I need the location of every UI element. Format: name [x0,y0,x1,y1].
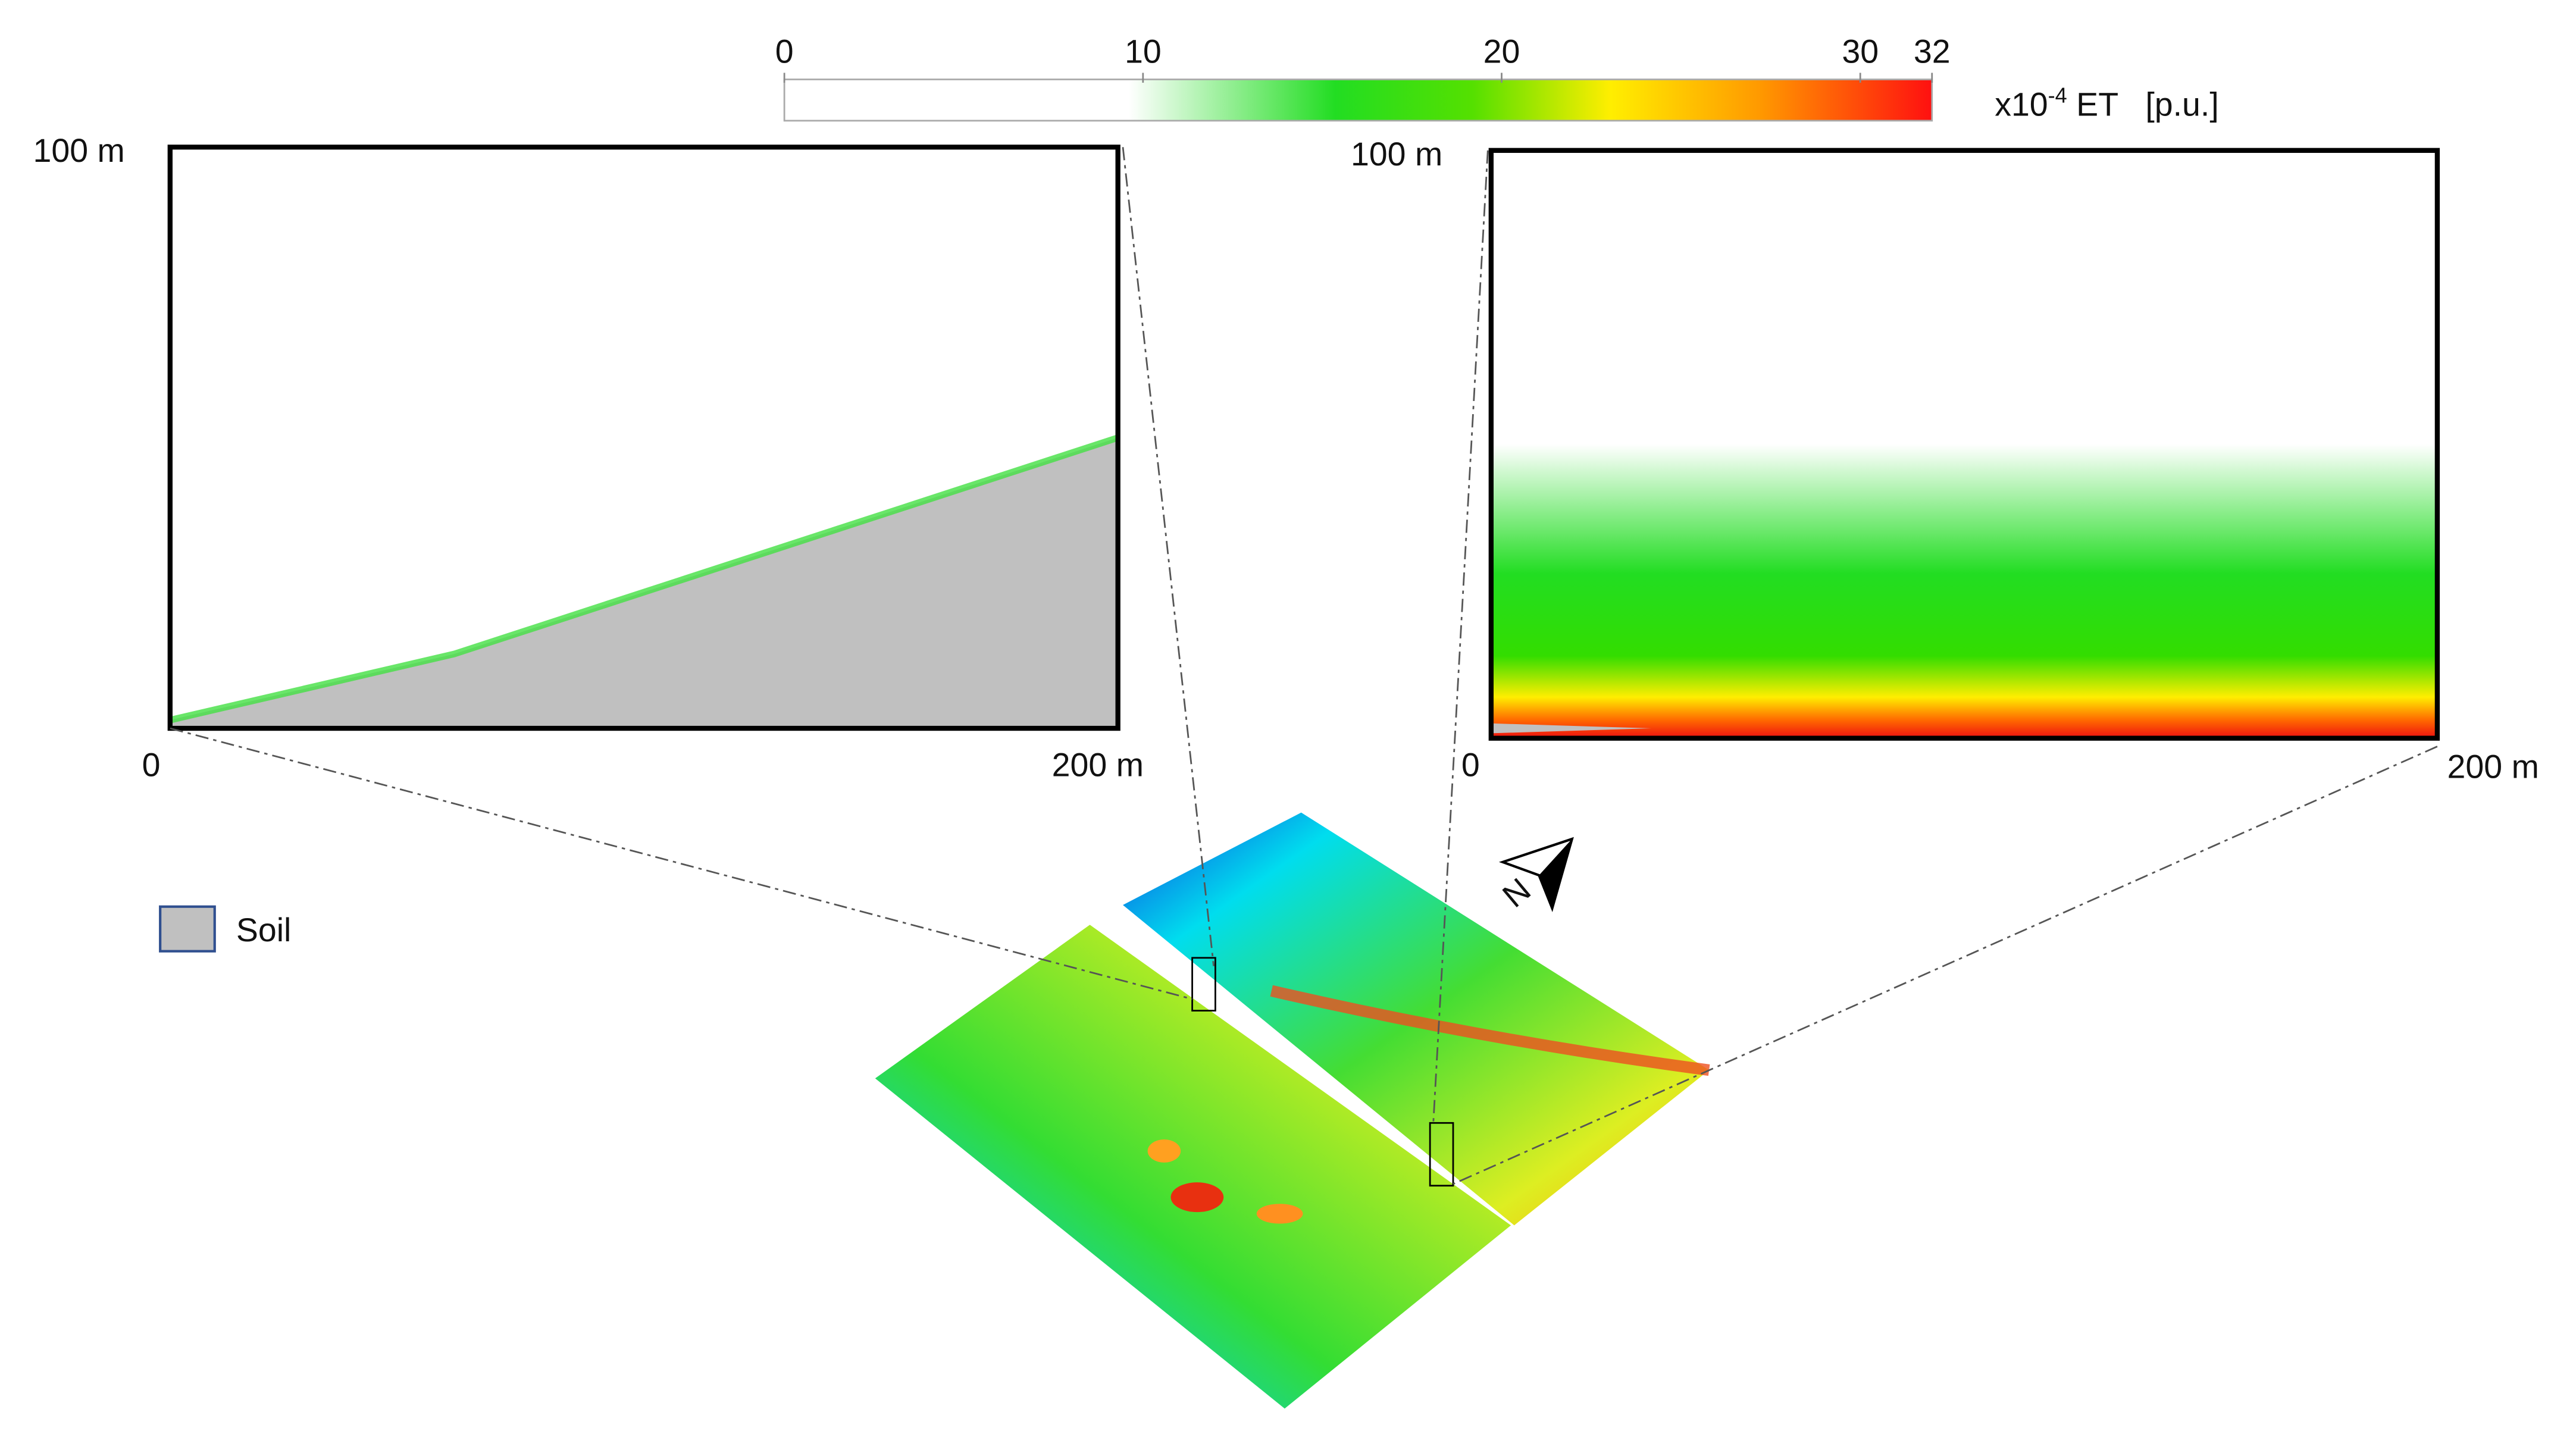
section-marker [1191,957,1216,1012]
x-label: 200 m [1052,747,1144,784]
colorbar-ticks: 0 10 20 30 32 [775,33,1951,83]
colorbar-tick-label: 10 [1125,33,1162,70]
north-label: N [1495,871,1538,915]
x-label: 0 [142,747,161,784]
unit-text: ET [p.u.] [2067,86,2219,123]
hotspot [1147,1139,1181,1163]
colorbar-tick-label: 32 [1914,33,1951,70]
et-layer [169,434,1119,724]
projection-line [170,727,1192,1000]
hotspot [1170,1182,1224,1213]
projection-line [1453,746,2438,1185]
hotspot [1256,1204,1303,1224]
soil-area [1491,723,1651,734]
et-field [1491,150,2437,738]
unit-exponent: -4 [2048,83,2067,107]
colorbar-unit: x10-4 ET [p.u.] [1995,83,2219,123]
colorbar-tick-label: 0 [775,33,794,70]
y-label: 100 m [1351,136,1442,173]
legend-swatch [159,905,216,953]
x-label: 0 [1461,747,1480,784]
y-label: 100 m [33,132,125,169]
unit-prefix: x10 [1995,86,2048,123]
x-label: 200 m [2447,748,2539,785]
right-panel [1488,148,2440,741]
north-arrow-fill [1539,838,1572,909]
left-panel [167,145,1120,731]
soil-area [170,437,1118,729]
colorbar-tick-label: 30 [1842,33,1879,70]
colorbar [783,79,1933,122]
hot-ridge [1270,985,1710,1076]
legend-label: Soil [236,912,292,948]
projection-line [1432,150,1489,1123]
projection-line [1122,147,1215,966]
surface-left [875,925,1511,1409]
section-marker [1429,1122,1454,1187]
colorbar-tick-label: 20 [1483,33,1520,70]
